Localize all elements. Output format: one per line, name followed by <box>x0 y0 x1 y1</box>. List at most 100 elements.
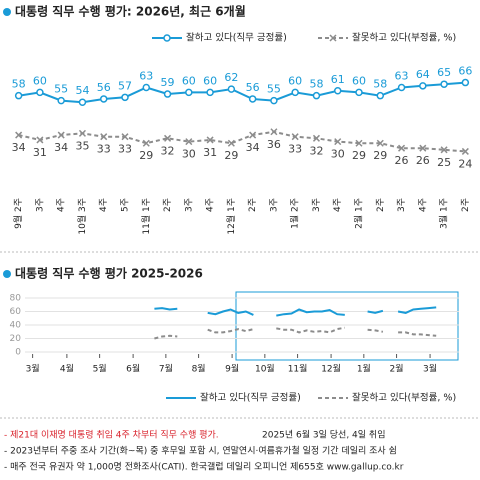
point <box>78 98 87 106</box>
note: - 2023년부터 주중 조사 기간(화~목) 중 후무일 포함 시, 연말연시… <box>4 445 397 457</box>
data-label: 56 <box>97 81 111 94</box>
point <box>248 95 257 103</box>
data-label: 34 <box>54 141 68 154</box>
legend-label: 잘하고 있다(직무 긍정률) <box>200 392 301 404</box>
x-tick-label: 7월 <box>159 363 173 375</box>
point <box>36 88 44 97</box>
data-label: 26 <box>395 154 409 167</box>
legend-marker <box>329 34 337 42</box>
data-label: 29 <box>139 149 153 162</box>
point <box>163 90 172 98</box>
data-label: 26 <box>416 154 430 167</box>
data-label: 33 <box>97 143 111 156</box>
point <box>333 87 342 95</box>
x-tick-label: 3주 <box>311 198 322 212</box>
data-label: 34 <box>246 141 260 154</box>
series-line <box>154 306 437 317</box>
x-tick-label: 3월 <box>26 363 40 375</box>
x-tick-label: 1월 2주 <box>289 198 301 229</box>
point <box>227 85 236 93</box>
point <box>206 88 214 97</box>
data-label: 33 <box>118 143 132 156</box>
data-label: 34 <box>12 141 26 154</box>
data-label: 24 <box>458 157 472 170</box>
x-tick-label: 12월 1주 <box>225 198 237 235</box>
x-tick-label: 5주 <box>120 198 131 212</box>
x-tick-label: 5월 <box>93 363 107 375</box>
y-tick-label: 60 <box>10 307 22 317</box>
chart-title: 대통령 직무 수행 평가: 2026년, 최근 6개월 <box>15 4 246 19</box>
x-tick-label: 3월 <box>423 363 437 375</box>
x-tick-label: 11월 1주 <box>140 198 152 235</box>
point <box>291 133 299 141</box>
note: 2025년 6월 3일 당선, 4일 취임 <box>262 429 386 441</box>
series-line <box>18 130 466 153</box>
point <box>440 80 448 88</box>
x-tick-label: 4주 <box>417 198 428 212</box>
x-tick-label: 10월 3주 <box>76 198 88 235</box>
series-line <box>18 81 466 104</box>
legend-label: 잘못하고 있다(부정률, %) <box>352 32 456 44</box>
x-tick-label: 3주 <box>396 198 407 212</box>
data-label: 59 <box>161 76 175 89</box>
x-tick-label: 9월 2주 <box>12 198 24 229</box>
x-tick-label: 10월 <box>255 363 275 375</box>
point <box>121 133 129 141</box>
point <box>206 136 214 144</box>
data-label: 33 <box>288 143 302 156</box>
data-label: 58 <box>12 78 26 91</box>
x-tick-label: 2월 <box>390 363 404 375</box>
legend-marker <box>163 34 171 42</box>
data-label: 30 <box>182 148 196 161</box>
point <box>57 131 65 139</box>
data-label: 32 <box>161 144 175 157</box>
x-tick-label: 4월 <box>60 363 74 375</box>
highlight-box <box>235 291 459 361</box>
point <box>270 96 278 105</box>
point <box>185 88 193 97</box>
data-label: 30 <box>331 148 345 161</box>
point <box>142 83 151 92</box>
point <box>142 139 150 147</box>
x-tick-label: 12월 <box>321 363 341 375</box>
point <box>312 134 320 142</box>
point <box>15 131 23 139</box>
x-tick-label: 4주 <box>98 198 109 212</box>
data-label: 35 <box>75 139 89 152</box>
data-label: 25 <box>437 156 451 169</box>
x-tick-label: 4주 <box>205 198 216 212</box>
data-label: 58 <box>373 78 387 91</box>
x-tick-label: 4주 <box>332 198 343 212</box>
point <box>397 83 406 92</box>
x-tick-label: 3월 1주 <box>438 198 450 229</box>
x-tick-label: 8월 <box>192 363 206 375</box>
point <box>164 134 172 142</box>
x-tick-label: 2주 <box>375 198 386 212</box>
point <box>249 131 257 139</box>
data-label: 60 <box>203 74 217 87</box>
data-label: 56 <box>246 81 260 94</box>
data-label: 60 <box>182 74 196 87</box>
point <box>376 139 384 147</box>
data-label: 63 <box>395 69 409 82</box>
x-tick-label: 2주 <box>460 198 471 212</box>
title-bullet <box>3 8 11 16</box>
data-label: 57 <box>118 79 132 92</box>
chart-title: 대통령 직무 수행 평가 2025-2026 <box>15 266 203 281</box>
data-label: 58 <box>309 78 323 91</box>
point <box>440 146 448 154</box>
point <box>78 129 86 137</box>
point <box>270 128 278 136</box>
point <box>36 136 44 144</box>
point <box>312 91 321 100</box>
data-label: 29 <box>224 149 238 162</box>
data-label: 61 <box>331 73 345 86</box>
x-tick-label: 2주 <box>247 198 258 212</box>
x-tick-label: 9월 <box>225 363 239 375</box>
point <box>291 88 299 97</box>
x-tick-label: 3주 <box>268 198 279 212</box>
data-label: 60 <box>33 74 47 87</box>
y-tick-label: 40 <box>10 321 22 331</box>
